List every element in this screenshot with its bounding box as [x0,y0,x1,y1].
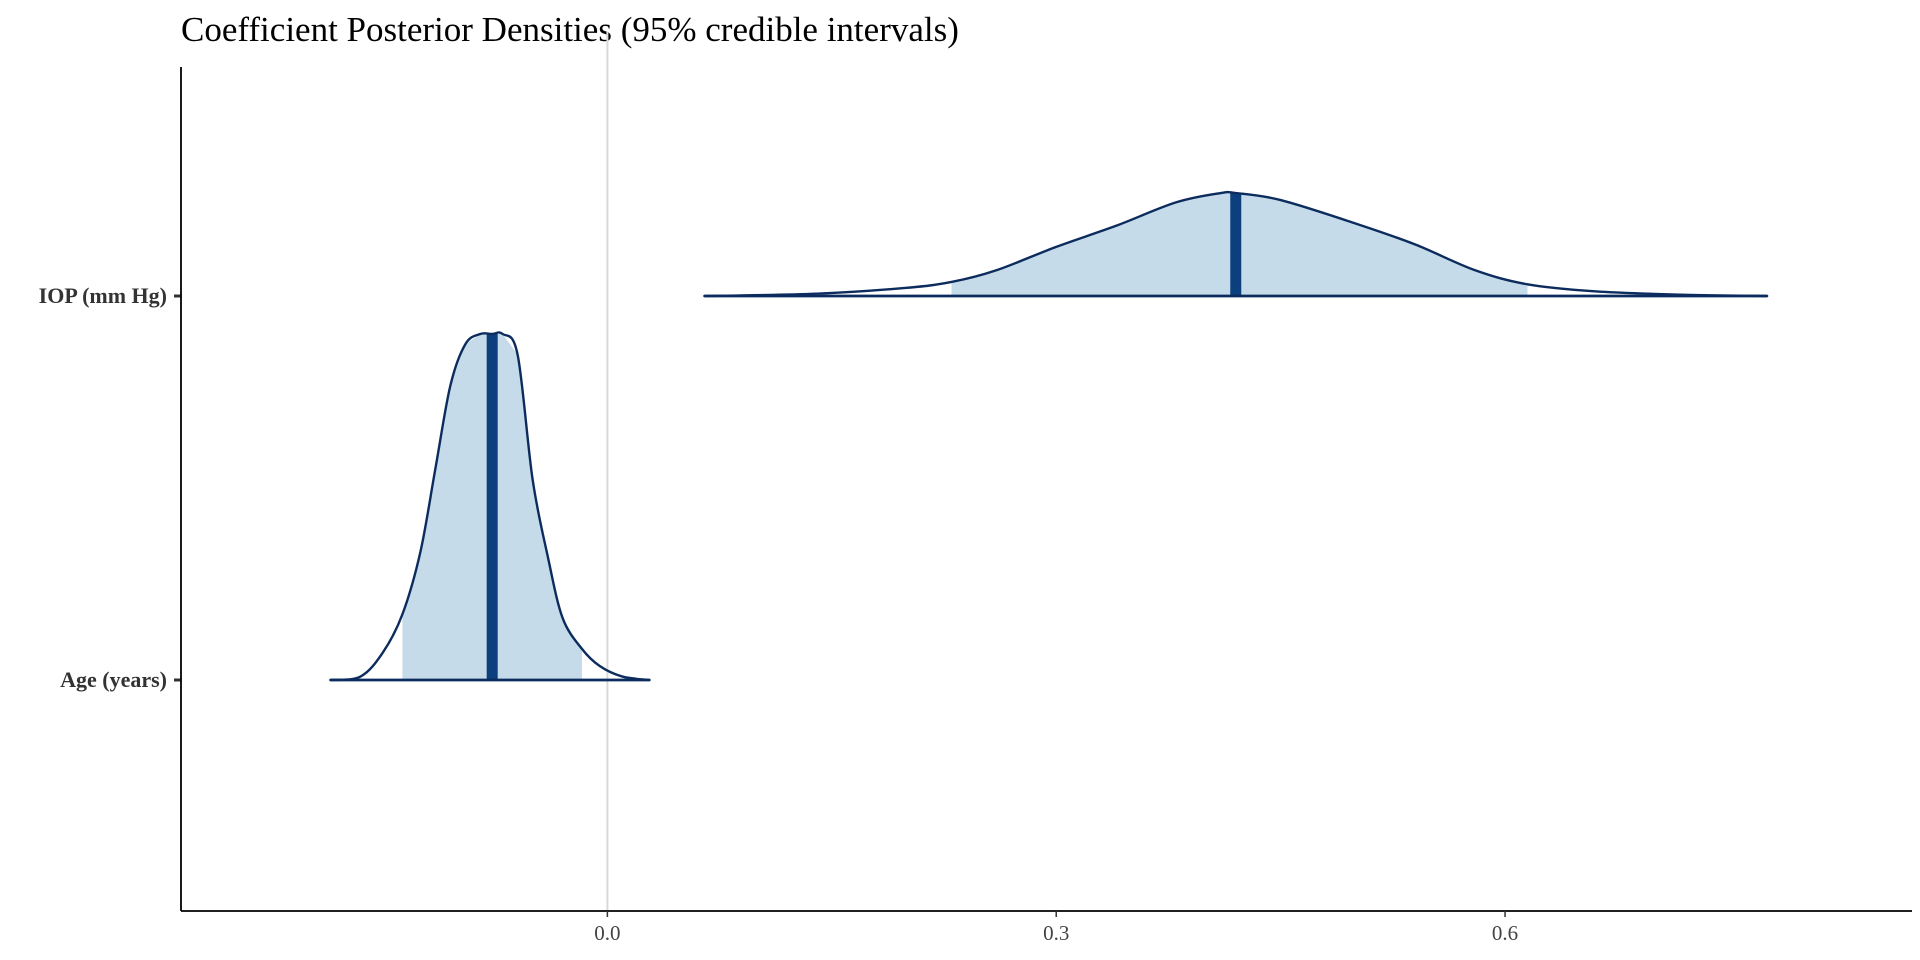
ridge-age-years [329,331,651,682]
y-tick-label: IOP (mm Hg) [39,283,167,308]
axes: Age (years) IOP (mm Hg) 0.0 0.3 0.6 [39,67,1912,945]
y-tick-label: Age (years) [60,667,167,692]
chart-title: Coefficient Posterior Densities (95% cre… [181,10,959,49]
x-tick-label: 0.3 [1043,921,1069,945]
density-outline [330,331,650,682]
ridge-iop-mm-hg [703,190,1769,298]
density-outline [704,190,1767,298]
plot-area [329,32,1769,911]
x-tick-label: 0.6 [1492,921,1518,945]
x-tick-label: 0.0 [594,921,620,945]
